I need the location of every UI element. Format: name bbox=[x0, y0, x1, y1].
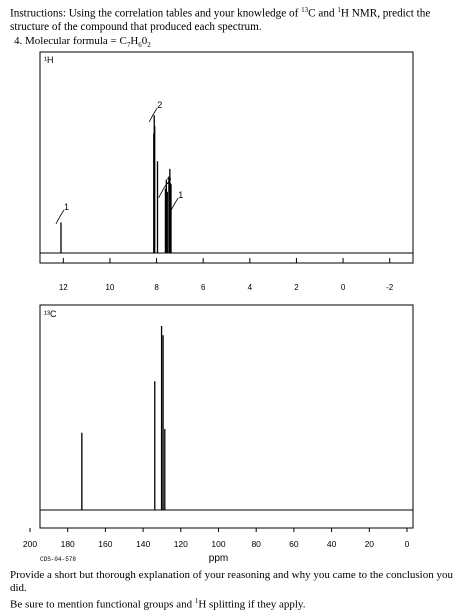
instructions-text-post: H NMR, predict the structure of the comp… bbox=[10, 7, 431, 33]
c-nmr-tick-label-2: 160 bbox=[98, 539, 112, 549]
h-nmr-tick-label-4: 4 bbox=[248, 283, 253, 292]
formula-label: 4. Molecular formula = C bbox=[14, 35, 127, 47]
h-nmr-integration-curve-0 bbox=[55, 209, 65, 225]
c-nmr-panel-label: ¹³C bbox=[44, 309, 57, 319]
h-nmr-integration-3: 1 bbox=[178, 190, 183, 200]
formula-o: 2 bbox=[147, 41, 151, 50]
h-nmr-integration-2: 2 bbox=[167, 176, 172, 186]
h-nmr-integration-0: 1 bbox=[64, 202, 69, 212]
c-nmr-frame bbox=[39, 304, 414, 529]
h-nmr-frame bbox=[39, 51, 414, 264]
c-nmr-tick-label-5: 100 bbox=[211, 539, 225, 549]
footer-line-2-post: H splitting if they apply. bbox=[198, 598, 306, 611]
c-nmr-tick-label-9: 20 bbox=[365, 539, 375, 549]
c-nmr-tick-label-7: 60 bbox=[289, 539, 299, 549]
c-nmr-xlabel: ppm bbox=[209, 553, 228, 564]
footer-line-1: Provide a short but thorough explanation… bbox=[10, 569, 453, 594]
c-nmr-tick-label-6: 80 bbox=[251, 539, 261, 549]
h-nmr-tick-label-5: 2 bbox=[294, 283, 299, 292]
formula-h: 6 bbox=[138, 41, 142, 50]
footer-line-2-pre: Be sure to mention functional groups and bbox=[10, 598, 195, 611]
h-nmr-integration-curve-2 bbox=[158, 183, 167, 199]
h-nmr-integration-curve-1 bbox=[148, 107, 158, 123]
instructions-text-pre: Instructions: Using the correlation tabl… bbox=[10, 7, 302, 20]
h-nmr-tick-label-0: 12 bbox=[59, 283, 68, 292]
formula-c: 7 bbox=[126, 41, 131, 50]
h-nmr-tick-label-7: -2 bbox=[386, 283, 394, 292]
c-nmr-tick-label-8: 40 bbox=[327, 539, 337, 549]
h-nmr-integration-curve-3 bbox=[169, 197, 179, 213]
question-formula: 4. Molecular formula = C7H602 bbox=[14, 35, 151, 49]
instructions-sup-1: 1 bbox=[337, 6, 341, 14]
footer-instructions: Provide a short but thorough explanation… bbox=[10, 569, 470, 612]
c-nmr-tick-label-0: 200 bbox=[23, 539, 37, 549]
h-nmr-integration-1: 2 bbox=[157, 100, 162, 110]
c-nmr-tick-label-10: 0 bbox=[405, 539, 410, 549]
instructions-text-mid: C and bbox=[308, 7, 338, 20]
footer-line-2: Be sure to mention functional groups and… bbox=[10, 595, 470, 612]
formula-h-label: H bbox=[130, 35, 139, 47]
h-nmr-tick-label-2: 8 bbox=[154, 283, 159, 292]
h-nmr-tick-label-6: 0 bbox=[341, 283, 346, 292]
instructions: Instructions: Using the correlation tabl… bbox=[10, 4, 468, 34]
instructions-sup-13: 13 bbox=[301, 6, 309, 14]
h-nmr-tick-label-3: 6 bbox=[201, 283, 206, 292]
c-nmr-tick-label-4: 120 bbox=[174, 539, 188, 549]
c-nmr-tick-label-3: 140 bbox=[136, 539, 150, 549]
c-nmr-source: CDS-04-578 bbox=[40, 556, 76, 563]
c-nmr-tick-label-1: 180 bbox=[61, 539, 75, 549]
h-nmr-panel-label: ¹H bbox=[44, 55, 54, 65]
h-nmr-tick-label-1: 10 bbox=[105, 283, 114, 292]
formula-o-label: 0 bbox=[141, 35, 148, 47]
